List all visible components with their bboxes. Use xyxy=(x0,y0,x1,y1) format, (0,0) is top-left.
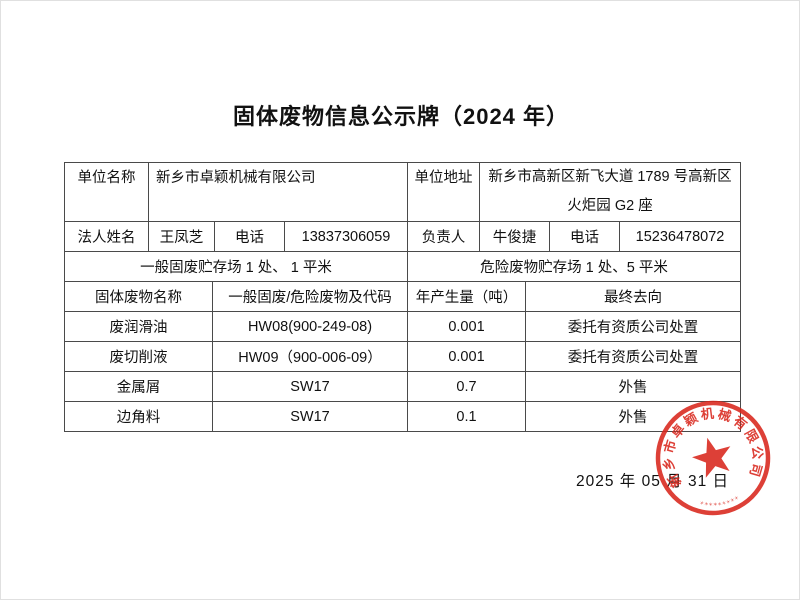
table-row-unit: 单位名称 新乡市卓颖机械有限公司 单位地址 新乡市高新区新飞大道 1789 号高… xyxy=(65,163,741,222)
phone1-value: 13837306059 xyxy=(285,222,408,252)
waste-destination: 委托有资质公司处置 xyxy=(526,312,741,342)
table-row-waste-2: 废切削液 HW09（900-006-09） 0.001 委托有资质公司处置 xyxy=(65,342,741,372)
header-waste-name: 固体废物名称 xyxy=(65,282,213,312)
waste-info-table: 单位名称 新乡市卓颖机械有限公司 单位地址 新乡市高新区新飞大道 1789 号高… xyxy=(64,162,741,432)
waste-name: 废润滑油 xyxy=(65,312,213,342)
issue-date: 2025 年 05 月 31 日 xyxy=(576,473,729,490)
header-waste-code: 一般固废/危险废物及代码 xyxy=(213,282,408,312)
header-annual-output: 年产生量（吨） xyxy=(408,282,526,312)
table-row-waste-4: 边角料 SW17 0.1 外售 xyxy=(65,402,741,432)
manager-value: 牛俊捷 xyxy=(480,222,550,252)
unit-addr-label: 单位地址 xyxy=(408,163,480,222)
waste-destination: 委托有资质公司处置 xyxy=(526,342,741,372)
table-row-contacts: 法人姓名 王凤芝 电话 13837306059 负责人 牛俊捷 电话 15236… xyxy=(65,222,741,252)
waste-output: 0.001 xyxy=(408,342,526,372)
legal-name-label: 法人姓名 xyxy=(65,222,149,252)
waste-output: 0.1 xyxy=(408,402,526,432)
waste-code: HW09（900-006-09） xyxy=(213,342,408,372)
phone2-label: 电话 xyxy=(550,222,620,252)
waste-destination: 外售 xyxy=(526,402,741,432)
waste-code: SW17 xyxy=(213,372,408,402)
unit-addr-value: 新乡市高新区新飞大道 1789 号高新区火炬园 G2 座 xyxy=(480,163,741,222)
table-header-row: 固体废物名称 一般固废/危险废物及代码 年产生量（吨） 最终去向 xyxy=(65,282,741,312)
general-storage-cell: 一般固废贮存场 1 处、 1 平米 xyxy=(65,252,408,282)
phone2-value: 15236478072 xyxy=(620,222,741,252)
table-row-waste-3: 金属屑 SW17 0.7 外售 xyxy=(65,372,741,402)
waste-destination: 外售 xyxy=(526,372,741,402)
waste-name: 金属屑 xyxy=(65,372,213,402)
legal-name-value: 王凤芝 xyxy=(149,222,215,252)
waste-output: 0.7 xyxy=(408,372,526,402)
manager-label: 负责人 xyxy=(408,222,480,252)
waste-code: SW17 xyxy=(213,402,408,432)
unit-name-label: 单位名称 xyxy=(65,163,149,222)
phone1-label: 电话 xyxy=(215,222,285,252)
hazard-storage-cell: 危险废物贮存场 1 处、5 平米 xyxy=(408,252,741,282)
header-destination: 最终去向 xyxy=(526,282,741,312)
waste-code: HW08(900-249-08) xyxy=(213,312,408,342)
unit-name-value: 新乡市卓颖机械有限公司 xyxy=(149,163,408,222)
table-row-storage: 一般固废贮存场 1 处、 1 平米 危险废物贮存场 1 处、5 平米 xyxy=(65,252,741,282)
waste-name: 边角料 xyxy=(65,402,213,432)
page-title: 固体废物信息公示牌（2024 年） xyxy=(232,104,570,129)
table-row-waste-1: 废润滑油 HW08(900-249-08) 0.001 委托有资质公司处置 xyxy=(65,312,741,342)
waste-name: 废切削液 xyxy=(65,342,213,372)
waste-output: 0.001 xyxy=(408,312,526,342)
